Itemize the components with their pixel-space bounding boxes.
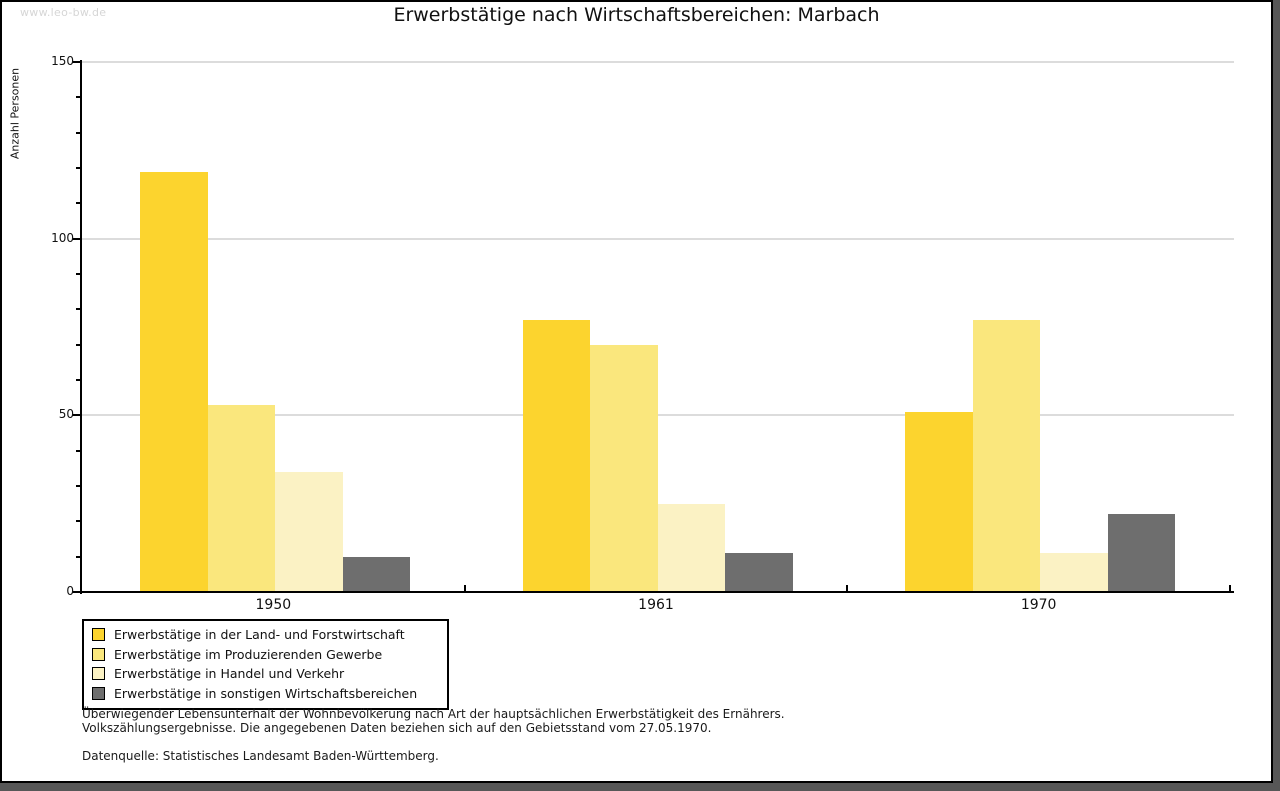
y-tick-major-50 [72, 414, 80, 417]
bar-1961-series4 [725, 553, 793, 592]
bar-1970-series1 [905, 411, 973, 592]
x-tick-label-1961: 1961 [638, 597, 674, 613]
bar-1961-series1 [522, 319, 591, 592]
y-tick-minor-90 [76, 273, 80, 275]
legend-item-3: Erwerbstätige in Handel und Verkehr [92, 664, 447, 684]
legend-swatch-icon [92, 647, 105, 661]
x-tick-3 [1229, 585, 1231, 592]
bar-1961-series3 [657, 503, 726, 592]
y-tick-major-0 [72, 591, 80, 593]
legend-label: Erwerbstätige in der Land- und Forstwirt… [114, 627, 405, 643]
bar-1950-series3 [275, 471, 343, 592]
legend-item-1: Erwerbstätige in der Land- und Forstwirt… [92, 625, 447, 645]
y-tick-major-150 [72, 61, 80, 63]
chart-title: Erwerbstätige nach Wirtschaftsbereichen:… [393, 4, 880, 26]
bar-1961-series2 [590, 344, 658, 592]
bar-1970-series2 [972, 319, 1041, 592]
y-axis [80, 60, 82, 594]
bar-1970-series3 [1040, 553, 1108, 592]
legend-swatch-icon [92, 667, 105, 681]
bar-chart: 0 50 100 150 1950 1961 1970 [2, 2, 1271, 781]
y-tick-minor-10 [76, 555, 80, 558]
bar-1970-series4 [1107, 514, 1176, 592]
bar-1950-series2 [207, 404, 275, 592]
legend-swatch-icon [92, 686, 105, 700]
legend-swatch-icon [92, 628, 105, 642]
footnote-line-1: Überwiegender Lebensunterhalt der Wohnbe… [82, 707, 785, 721]
y-tick-minor-80 [76, 308, 80, 311]
y-tick-major-100 [72, 237, 80, 240]
y-tick-minor-30 [76, 485, 80, 487]
gridline-50 [82, 414, 1234, 417]
data-source-note: Datenquelle: Statistisches Landesamt Bad… [82, 749, 439, 763]
y-tick-minor-40 [76, 449, 80, 452]
watermark: www.leo-bw.de [20, 6, 107, 19]
y-tick-minor-120 [76, 167, 80, 169]
legend-label: Erwerbstätige im Produzierenden Gewerbe [114, 646, 383, 662]
bar-1950-series4 [342, 556, 410, 592]
y-tick-label-150: 150 [51, 54, 74, 68]
y-tick-minor-140 [76, 96, 80, 99]
bar-1950-series1 [140, 171, 208, 592]
y-tick-minor-20 [76, 520, 80, 523]
y-tick-minor-130 [76, 131, 80, 134]
x-tick-1 [463, 585, 466, 592]
x-axis [80, 591, 1234, 593]
y-tick-label-50: 50 [58, 407, 74, 422]
y-tick-minor-60 [76, 379, 80, 381]
y-tick-minor-70 [76, 343, 80, 346]
gridline-150 [82, 61, 1234, 63]
x-tick-label-1950: 1950 [255, 597, 292, 613]
legend-label: Erwerbstätige in sonstigen Wirtschaftsbe… [114, 685, 418, 701]
x-tick-label-1970: 1970 [1020, 597, 1057, 613]
chart-footnote: Überwiegender Lebensunterhalt der Wohnbe… [82, 707, 785, 735]
gridline-100 [82, 237, 1234, 240]
y-tick-label-100: 100 [51, 230, 74, 245]
y-tick-label-0: 0 [66, 584, 74, 598]
legend-item-2: Erwerbstätige im Produzierenden Gewerbe [92, 645, 447, 665]
y-tick-minor-110 [76, 202, 80, 205]
footnote-line-2: Volkszählungsergebnisse. Die angegebenen… [82, 720, 712, 735]
legend-item-4: Erwerbstätige in sonstigen Wirtschaftsbe… [92, 684, 447, 704]
legend-label: Erwerbstätige in Handel und Verkehr [114, 666, 345, 682]
legend-rows: Erwerbstätige in der Land- und Forstwirt… [92, 625, 447, 703]
x-tick-2 [846, 585, 849, 592]
chart-legend: Erwerbstätige in der Land- und Forstwirt… [82, 619, 449, 710]
